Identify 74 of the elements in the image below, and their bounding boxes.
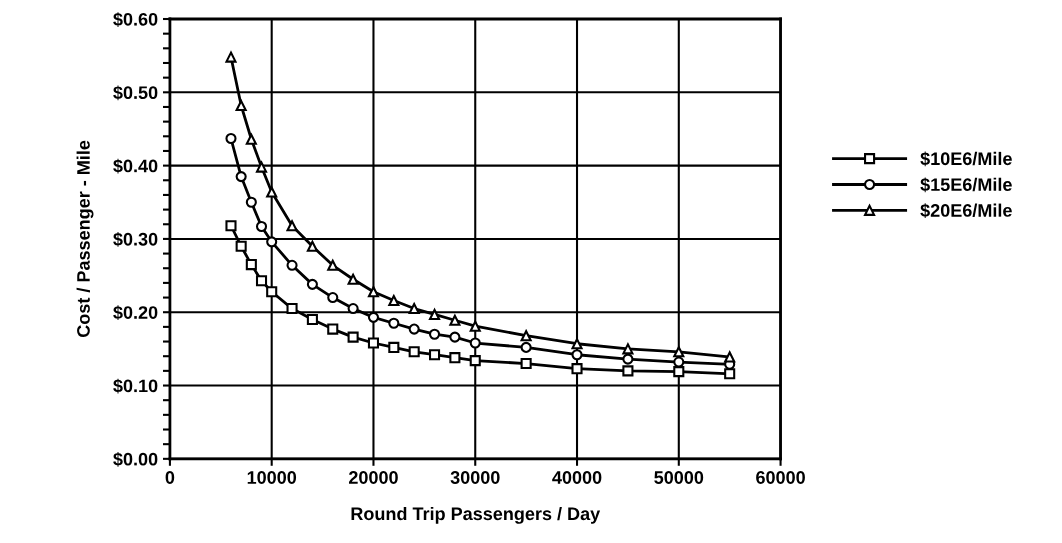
point	[225, 51, 237, 63]
legend-label: $15E6/Mile	[920, 177, 1012, 193]
point	[306, 278, 318, 290]
x-axis-title: Round Trip Passengers / Day	[351, 506, 601, 524]
point	[235, 171, 247, 183]
point	[225, 220, 237, 232]
x-tick-label: 30000	[450, 471, 500, 484]
point	[245, 196, 257, 208]
point	[327, 292, 339, 304]
point	[286, 259, 298, 271]
point	[449, 352, 461, 364]
point	[255, 161, 268, 173]
x-tick-label: 40000	[552, 471, 602, 484]
point	[347, 303, 359, 315]
point	[571, 338, 583, 350]
point	[235, 99, 247, 112]
point	[724, 368, 736, 380]
point	[673, 366, 685, 378]
legend-label: $20E6/Mile	[920, 203, 1012, 219]
point	[449, 314, 461, 326]
y-tick-label: $0.20	[113, 305, 158, 321]
y-tick-label: $0.50	[113, 85, 158, 101]
x-tick-label: 50000	[654, 471, 704, 484]
point	[520, 341, 532, 353]
point	[469, 320, 481, 332]
point	[724, 351, 736, 363]
point	[388, 317, 400, 329]
legend-label: $10E6/Mile	[920, 151, 1012, 167]
point	[306, 314, 318, 326]
y-axis-title: Cost / Passenger - Mile	[76, 140, 94, 338]
point	[266, 236, 278, 248]
point	[408, 323, 420, 335]
point	[520, 330, 532, 342]
point	[520, 357, 532, 370]
point	[235, 240, 247, 252]
point	[367, 337, 380, 349]
point	[327, 323, 339, 335]
point	[571, 363, 583, 375]
point	[347, 331, 359, 343]
point	[347, 273, 359, 285]
y-tick-label: $0.00	[113, 451, 158, 467]
x-tick-label: 0	[165, 471, 175, 484]
point	[469, 337, 481, 349]
point	[255, 275, 268, 287]
point	[673, 346, 685, 358]
point	[408, 346, 420, 358]
point	[286, 220, 298, 232]
point	[266, 186, 278, 198]
point	[571, 349, 583, 361]
point	[428, 328, 441, 340]
x-tick-label: 10000	[247, 471, 297, 484]
x-tick-label: 60000	[756, 471, 805, 484]
point	[367, 286, 380, 298]
y-tick-label: $0.60	[113, 12, 158, 27]
point	[245, 133, 257, 145]
point	[225, 132, 237, 145]
point	[469, 355, 481, 367]
point	[255, 220, 268, 233]
point	[622, 365, 634, 377]
point	[286, 303, 298, 315]
point	[388, 294, 400, 307]
y-tick-label: $0.40	[113, 158, 158, 174]
point	[622, 343, 634, 355]
point	[449, 331, 461, 343]
point	[245, 259, 257, 271]
point	[327, 259, 339, 271]
y-tick-label: $0.10	[113, 378, 158, 394]
point	[428, 349, 441, 361]
point	[388, 341, 400, 353]
point	[266, 286, 278, 298]
point	[622, 353, 634, 365]
x-tick-label: 20000	[348, 471, 398, 484]
point	[306, 240, 318, 252]
y-tick-label: $0.30	[113, 232, 158, 247]
